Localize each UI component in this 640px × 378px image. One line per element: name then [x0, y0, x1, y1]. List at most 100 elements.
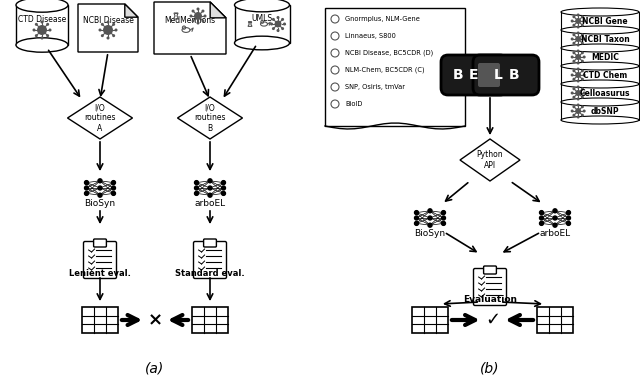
Circle shape	[208, 186, 212, 190]
Circle shape	[195, 181, 198, 184]
Circle shape	[101, 34, 104, 37]
Text: E: E	[469, 68, 479, 82]
Ellipse shape	[561, 98, 639, 106]
Circle shape	[442, 222, 445, 225]
Circle shape	[566, 211, 570, 215]
Circle shape	[571, 20, 573, 23]
Text: (b): (b)	[480, 361, 500, 375]
Circle shape	[581, 78, 584, 81]
Bar	[561, 48, 639, 66]
Bar	[537, 307, 573, 333]
Circle shape	[208, 179, 212, 183]
Circle shape	[281, 18, 284, 21]
Circle shape	[111, 181, 115, 184]
Circle shape	[582, 73, 586, 76]
Text: B: B	[452, 68, 463, 82]
Circle shape	[101, 23, 104, 26]
Text: (a): (a)	[145, 361, 164, 375]
Ellipse shape	[16, 0, 68, 12]
Circle shape	[581, 114, 584, 117]
Text: Python
API: Python API	[477, 150, 503, 170]
Text: I/O
routines
A: I/O routines A	[84, 103, 116, 133]
Circle shape	[221, 191, 225, 195]
Circle shape	[577, 14, 580, 17]
Circle shape	[202, 9, 204, 12]
Circle shape	[577, 68, 580, 71]
Polygon shape	[460, 139, 520, 181]
Polygon shape	[177, 97, 243, 139]
Circle shape	[553, 216, 557, 220]
Ellipse shape	[16, 38, 68, 52]
Circle shape	[46, 23, 49, 26]
Circle shape	[111, 191, 115, 195]
Circle shape	[442, 211, 445, 215]
Circle shape	[98, 179, 102, 183]
Circle shape	[581, 42, 584, 45]
Text: I/O
routines
B: I/O routines B	[195, 103, 226, 133]
Circle shape	[572, 105, 575, 108]
Circle shape	[221, 186, 225, 190]
Circle shape	[415, 222, 419, 225]
Ellipse shape	[561, 116, 639, 124]
Text: BioSyn: BioSyn	[415, 229, 445, 239]
Polygon shape	[210, 2, 226, 18]
Bar	[561, 102, 639, 120]
Circle shape	[540, 216, 543, 220]
Circle shape	[575, 72, 581, 78]
Circle shape	[428, 223, 432, 227]
Circle shape	[572, 69, 575, 72]
Text: Gnormplus, NLM-Gene: Gnormplus, NLM-Gene	[345, 16, 420, 22]
Circle shape	[202, 19, 204, 22]
Ellipse shape	[561, 44, 639, 52]
Ellipse shape	[234, 0, 289, 12]
Circle shape	[566, 216, 570, 220]
Text: Lenient eval.: Lenient eval.	[69, 268, 131, 277]
Circle shape	[35, 23, 38, 26]
FancyBboxPatch shape	[204, 239, 216, 247]
Text: NCBI Disease: NCBI Disease	[83, 16, 133, 25]
Circle shape	[283, 23, 286, 25]
Circle shape	[111, 186, 115, 190]
Circle shape	[577, 98, 580, 101]
Text: Celloasurus: Celloasurus	[580, 90, 630, 98]
Circle shape	[112, 23, 115, 26]
Circle shape	[572, 15, 575, 18]
Circle shape	[577, 43, 580, 46]
Text: ✓: ✓	[485, 311, 500, 329]
Bar	[412, 307, 448, 333]
Circle shape	[571, 73, 573, 76]
Circle shape	[575, 108, 581, 114]
Text: ×: ×	[147, 311, 163, 329]
Circle shape	[106, 37, 109, 39]
Circle shape	[428, 209, 432, 213]
Text: Linnaeus, S800: Linnaeus, S800	[345, 33, 396, 39]
Ellipse shape	[561, 26, 639, 34]
Polygon shape	[67, 97, 132, 139]
Bar	[561, 84, 639, 102]
Ellipse shape	[561, 62, 639, 70]
Circle shape	[581, 15, 584, 18]
Circle shape	[98, 186, 102, 190]
Circle shape	[566, 222, 570, 225]
Circle shape	[415, 216, 419, 220]
Circle shape	[572, 60, 575, 63]
Circle shape	[37, 25, 47, 35]
Circle shape	[35, 34, 38, 37]
Circle shape	[204, 14, 207, 17]
Text: BioSyn: BioSyn	[84, 200, 116, 209]
Circle shape	[571, 91, 573, 94]
Circle shape	[572, 78, 575, 81]
Circle shape	[112, 34, 115, 37]
Text: CTD Chem: CTD Chem	[583, 71, 627, 81]
Circle shape	[581, 87, 584, 90]
Circle shape	[577, 79, 580, 82]
Circle shape	[581, 24, 584, 27]
Circle shape	[571, 56, 573, 59]
Circle shape	[428, 216, 432, 220]
Text: arboEL: arboEL	[540, 229, 571, 239]
Circle shape	[84, 191, 88, 195]
Text: NLM-Chem, BC5CDR (C): NLM-Chem, BC5CDR (C)	[345, 67, 424, 73]
FancyBboxPatch shape	[473, 55, 539, 95]
Circle shape	[442, 216, 445, 220]
Circle shape	[276, 16, 280, 19]
